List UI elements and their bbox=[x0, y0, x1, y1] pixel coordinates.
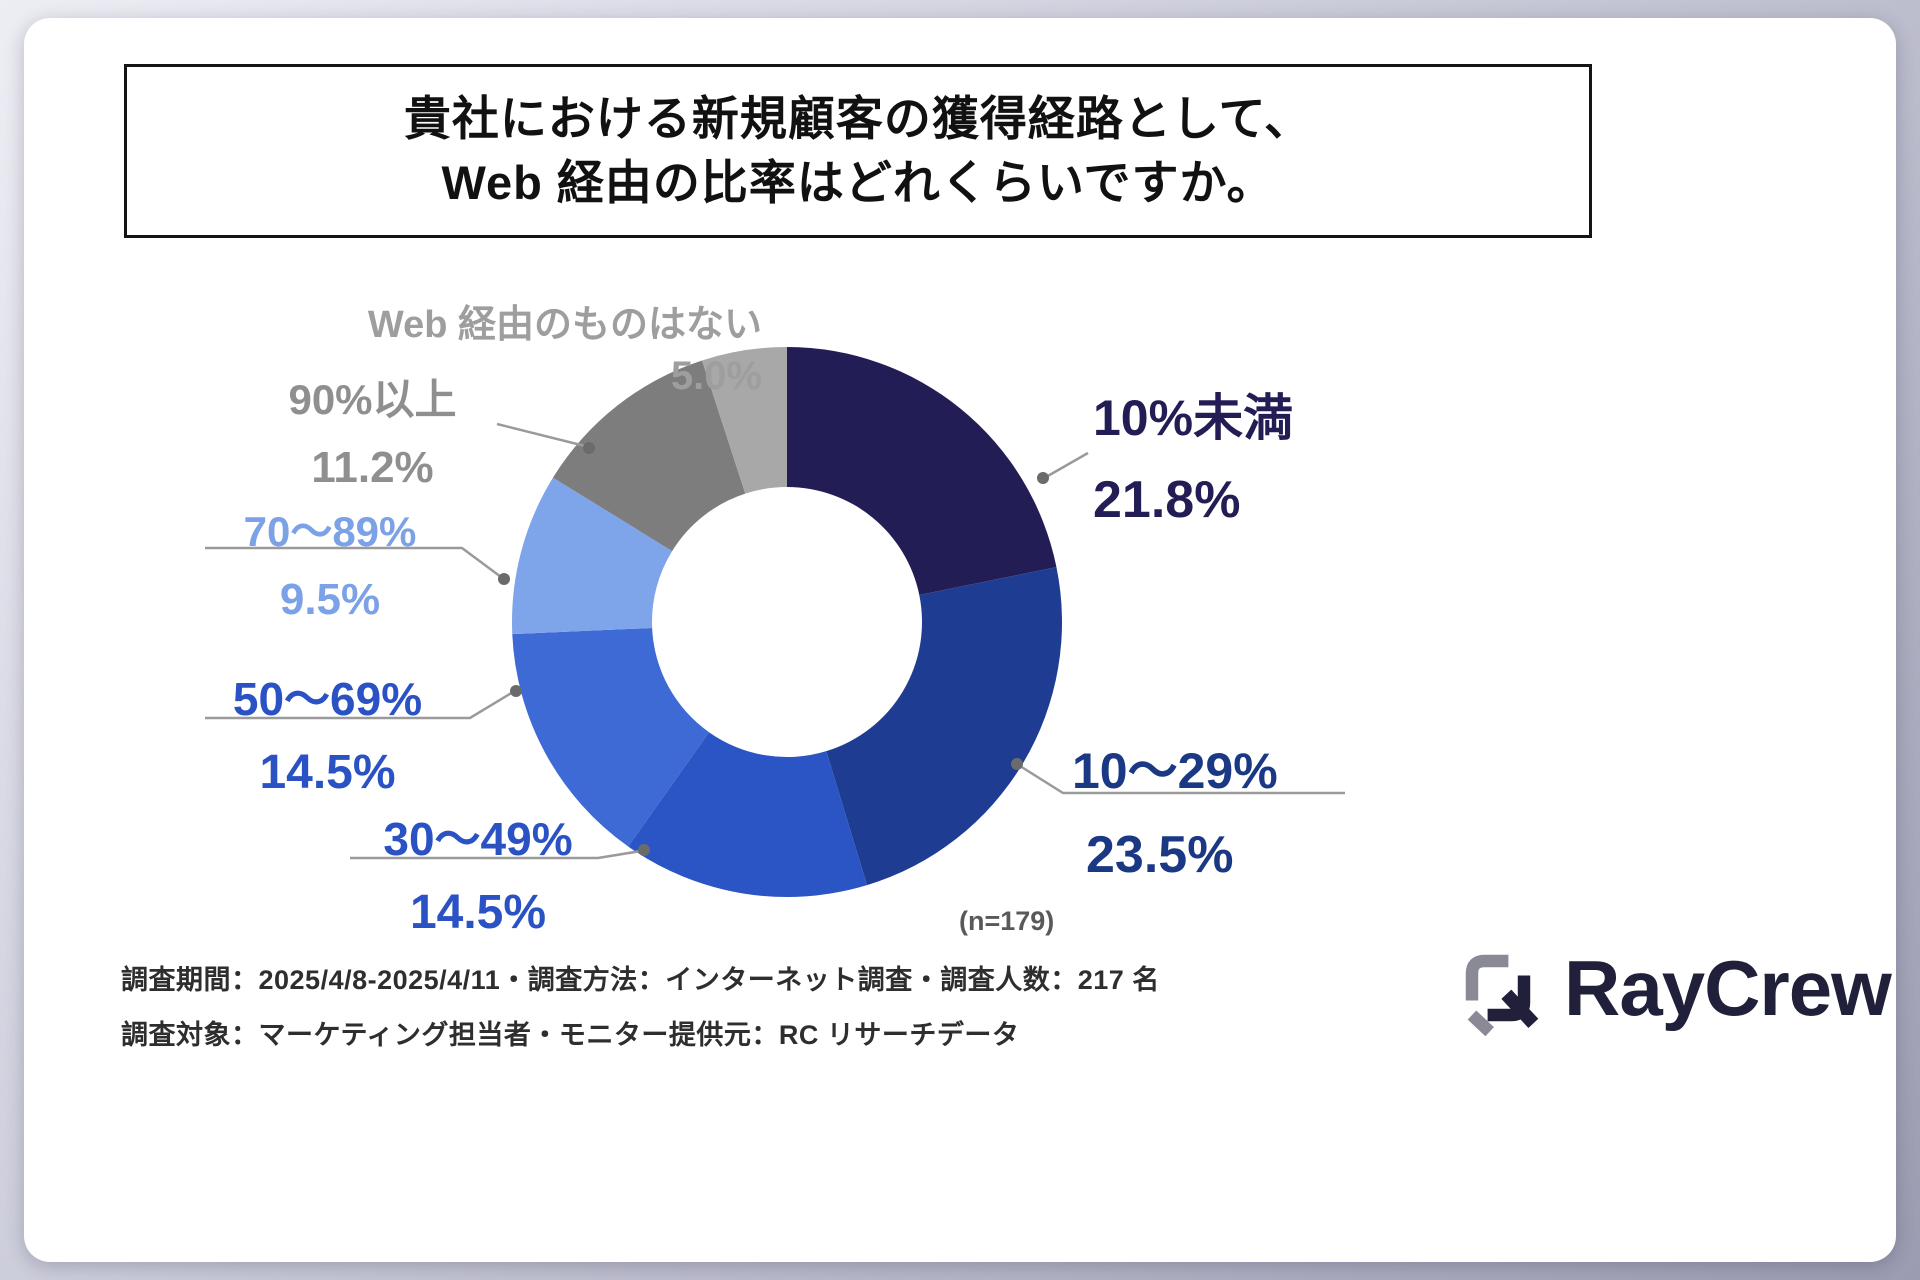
survey-footnotes: 調査期間：2025/4/8-2025/4/11・調査方法：インターネット調査・調… bbox=[121, 958, 1160, 1068]
segment-value-50-69: 14.5% bbox=[259, 746, 396, 799]
donut-segment-5 bbox=[552, 360, 746, 552]
footnote-line2: 調査対象：マーケティング担当者・モニター提供元：RC リサーチデータ bbox=[121, 1020, 1020, 1050]
callout-70-89: 70〜89% 9.5% bbox=[195, 498, 465, 625]
footnote-line1: 調査期間：2025/4/8-2025/4/11・調査方法：インターネット調査・調… bbox=[121, 965, 1160, 995]
raycrew-logo: RayCrew bbox=[1446, 936, 1892, 1040]
callout-10under: 10%未満 21.8% bbox=[1093, 378, 1523, 530]
raycrew-logo-icon bbox=[1465, 954, 1539, 1037]
raycrew-logo-text: RayCrew bbox=[1564, 943, 1892, 1032]
callout-web-none: Web 経由のものはない 5.0% bbox=[330, 293, 762, 399]
callout-30-49: 30〜49% 14.5% bbox=[350, 803, 606, 940]
segment-label-50-69: 50〜69% bbox=[232, 673, 423, 725]
segment-value-10under: 21.8% bbox=[1093, 471, 1241, 529]
donut-chart bbox=[512, 347, 1063, 898]
segment-label-10under: 10%未満 bbox=[1093, 390, 1294, 446]
segment-label-10-29: 10〜29% bbox=[1072, 743, 1278, 799]
donut-segment-0 bbox=[787, 347, 1057, 596]
segment-value-90plus: 11.2% bbox=[311, 443, 434, 492]
segment-value-30-49: 14.5% bbox=[409, 886, 547, 939]
segment-value-10-29: 23.5% bbox=[1086, 826, 1234, 884]
segment-label-70-89: 70〜89% bbox=[243, 508, 417, 555]
donut-segment-4 bbox=[512, 477, 673, 635]
segment-value-web-none: 5.0% bbox=[670, 354, 762, 398]
donut-segment-2 bbox=[628, 732, 868, 898]
page-title-line1: 貴社における新規顧客の獲得経路として、 bbox=[403, 92, 1313, 145]
callout-90plus: 90%以上 11.2% bbox=[250, 366, 495, 493]
callout-10-29: 10〜29% 23.5% bbox=[1072, 731, 1422, 885]
donut-segment-6 bbox=[702, 347, 787, 494]
donut-segment-1 bbox=[826, 567, 1063, 886]
segment-label-30-49: 30〜49% bbox=[383, 813, 573, 865]
segment-value-70-89: 9.5% bbox=[279, 575, 381, 624]
donut-segment-3 bbox=[512, 627, 710, 847]
title-box: 貴社における新規顧客の獲得経路として、 Web 経由の比率はどれくらいですか。 bbox=[124, 64, 1592, 238]
callout-50-69: 50〜69% 14.5% bbox=[185, 663, 470, 800]
segment-label-90plus: 90%以上 bbox=[288, 376, 457, 423]
page-title-line2: Web 経由の比率はどれくらいですか。 bbox=[441, 156, 1275, 209]
sample-size-label: (n=179) bbox=[959, 906, 1055, 936]
content-card: 貴社における新規顧客の獲得経路として、 Web 経由の比率はどれくらいですか。 … bbox=[24, 18, 1896, 1262]
segment-label-web-none: Web 経由のものはない bbox=[367, 304, 762, 346]
